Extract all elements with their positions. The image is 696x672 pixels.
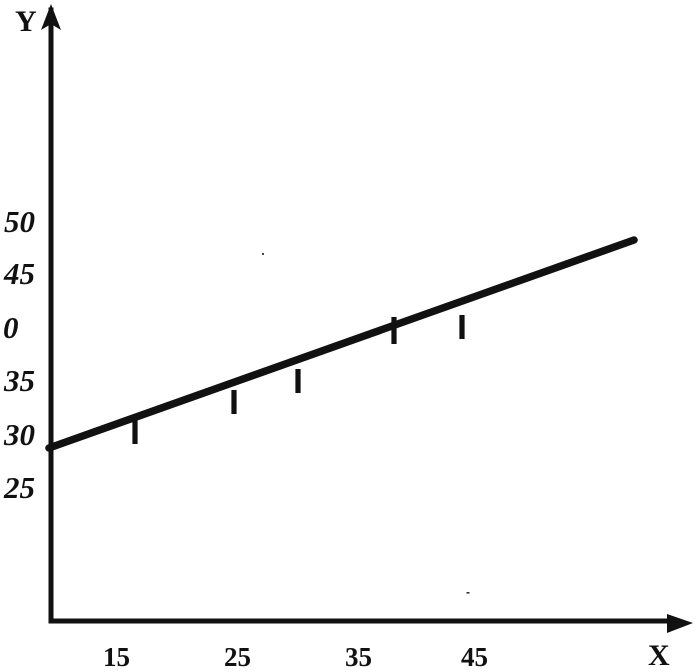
svg-text:30: 30 <box>3 417 35 452</box>
svg-text:45: 45 <box>3 256 35 291</box>
svg-text:25: 25 <box>224 642 251 672</box>
svg-text:25: 25 <box>3 470 35 505</box>
svg-text:Y: Y <box>15 5 37 38</box>
svg-text:X: X <box>648 639 670 672</box>
svg-text:15: 15 <box>103 642 130 672</box>
svg-text:35: 35 <box>3 363 35 398</box>
svg-text:35: 35 <box>345 642 372 672</box>
svg-text:0: 0 <box>3 310 19 345</box>
svg-text:50: 50 <box>4 204 35 239</box>
svg-text:45: 45 <box>461 642 488 672</box>
